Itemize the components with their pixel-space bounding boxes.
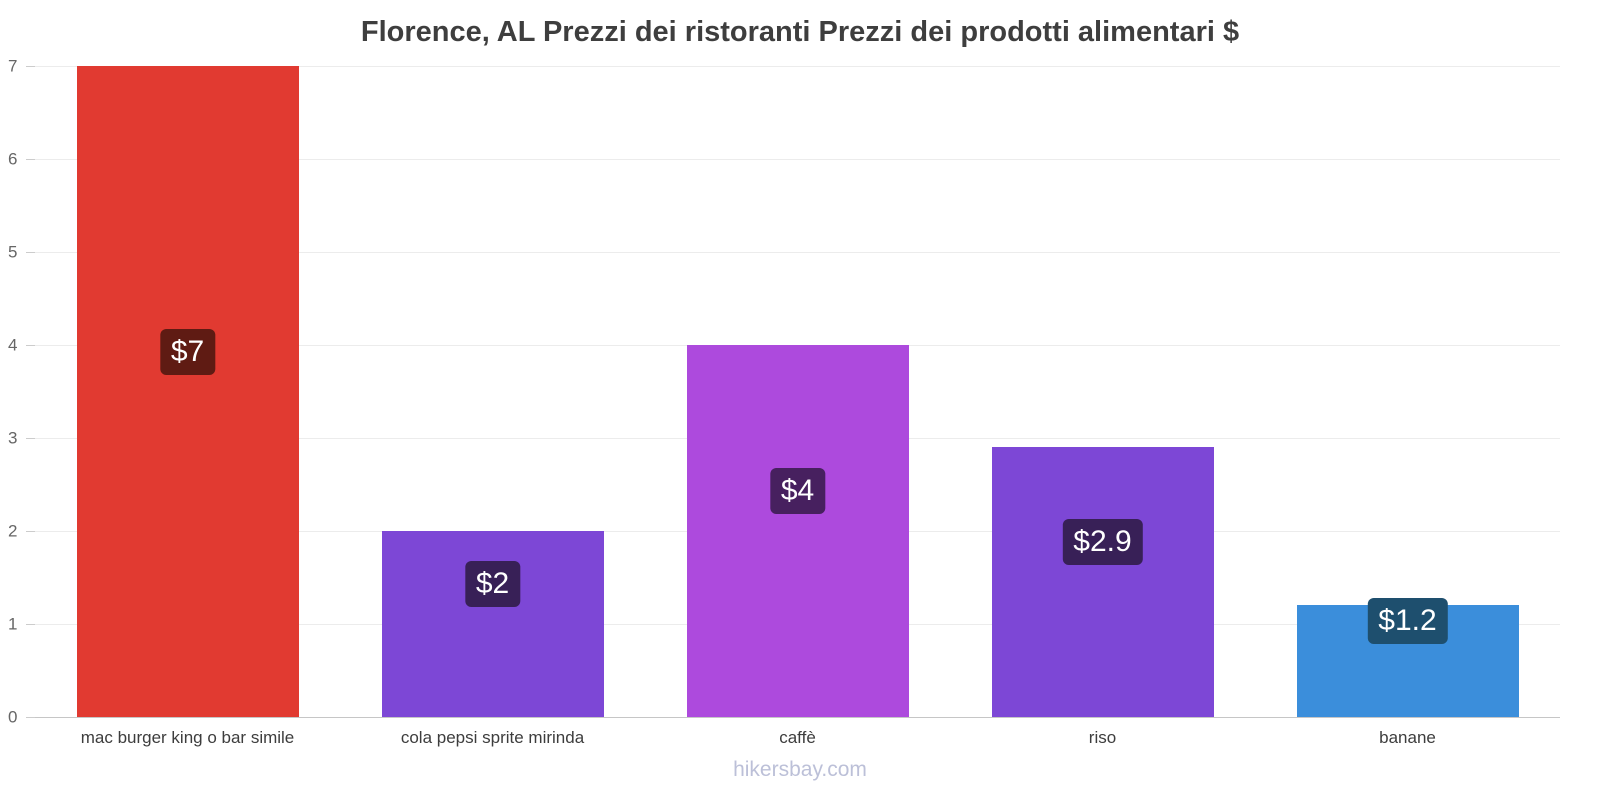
- gridline: [35, 66, 1560, 67]
- bar-4[interactable]: $2.9: [991, 447, 1214, 717]
- bar-2[interactable]: $2: [381, 531, 604, 717]
- x-axis-category-label: banane: [1379, 728, 1436, 747]
- y-axis-tick: [26, 717, 35, 718]
- bar-value-label: $4: [769, 468, 826, 514]
- y-axis-tick-label: 7: [8, 56, 18, 76]
- bar-5[interactable]: $1.2: [1296, 598, 1519, 717]
- gridline: [35, 159, 1560, 160]
- y-axis-tick-label: 2: [8, 521, 18, 541]
- y-axis-tick: [26, 159, 35, 160]
- bar-value-label: $1.2: [1367, 598, 1448, 645]
- y-axis-tick-label: 3: [8, 428, 18, 448]
- bar-value-label: $2: [464, 561, 521, 607]
- y-axis-tick-label: 0: [8, 707, 18, 727]
- footer: hikersbay.com: [0, 758, 1600, 782]
- y-axis-tick: [26, 66, 35, 67]
- y-axis-tick-label: 5: [8, 242, 18, 262]
- bar-3[interactable]: $4: [686, 345, 909, 717]
- y-axis-tick: [26, 624, 35, 625]
- gridline: [35, 717, 1560, 718]
- footer-link[interactable]: hikersbay.com: [733, 758, 867, 781]
- gridline: [35, 252, 1560, 253]
- bar-value-label: $2.9: [1062, 519, 1143, 566]
- y-axis-tick-label: 1: [8, 614, 18, 634]
- x-axis-category-label: mac burger king o bar simile: [80, 728, 295, 747]
- x-axis-category-label: cola pepsi sprite mirinda: [400, 728, 585, 747]
- y-axis-tick: [26, 345, 35, 346]
- x-axis-category-label: riso: [1088, 728, 1117, 747]
- x-axis-category-label: caffè: [779, 728, 816, 747]
- bar-value-label: $7: [159, 328, 216, 375]
- y-axis-tick-label: 4: [8, 335, 18, 355]
- bar-1[interactable]: $7: [76, 66, 299, 717]
- y-axis-tick: [26, 531, 35, 532]
- y-axis-tick: [26, 252, 35, 253]
- y-axis-tick: [26, 438, 35, 439]
- chart-title: Florence, AL Prezzi dei ristoranti Prezz…: [360, 16, 1240, 48]
- y-axis-tick-label: 6: [8, 149, 18, 169]
